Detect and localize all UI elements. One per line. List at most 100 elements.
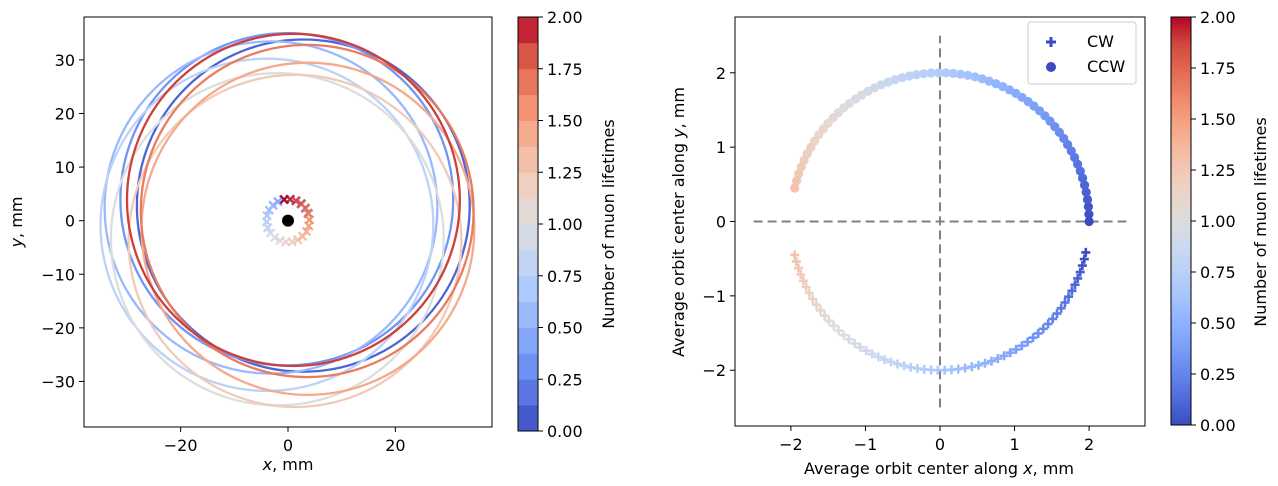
colorbar-gradient-strip (1171, 299, 1191, 304)
cw-marker (798, 276, 808, 286)
colorbar-gradient-strip (1171, 391, 1191, 395)
cw-marker (1048, 314, 1058, 324)
cw-marker (893, 359, 902, 369)
cw-marker (1028, 333, 1038, 343)
cw-marker (886, 357, 896, 367)
colorbar-gradient-strip (1171, 200, 1191, 205)
colorbar-gradient-strip (1171, 255, 1191, 259)
orbit-center-marker (279, 194, 290, 205)
colorbar-gradient-strip (1171, 387, 1191, 392)
colorbar-gradient-strip (1171, 64, 1191, 69)
colorbar-gradient-strip (1171, 309, 1191, 314)
ccw-marker (1080, 180, 1090, 190)
ccw-marker (984, 76, 994, 86)
colorbar-segment (518, 405, 538, 432)
colorbar-gradient-strip (1171, 224, 1191, 229)
colorbar-gradient-strip (1171, 221, 1191, 225)
colorbar-gradient-strip (1171, 357, 1191, 361)
cw-marker (796, 270, 806, 279)
ccw-marker (948, 68, 958, 78)
colorbar-segment (518, 42, 538, 70)
colorbar-gradient-strip (1171, 17, 1191, 21)
colorbar-tick-label: 0.75 (1200, 263, 1236, 282)
colorbar-gradient-strip (1171, 346, 1191, 351)
orbit-circle (119, 32, 455, 367)
orbit-center-colorbar-label: Number of muon lifetimes (1251, 117, 1270, 326)
colorbar-gradient-strip (1171, 292, 1191, 297)
cw-marker (1060, 298, 1070, 307)
colorbar-tick-label: 1.50 (547, 112, 583, 131)
colorbar-gradient-strip (1171, 319, 1191, 324)
colorbar-segment (518, 120, 538, 147)
colorbar-segment (518, 379, 538, 406)
ccw-marker (1078, 173, 1088, 183)
legend-cw-label: CW (1087, 32, 1114, 51)
colorbar-gradient-strip (1171, 333, 1191, 338)
colorbar-gradient-strip (1171, 30, 1191, 35)
cw-marker (1056, 303, 1066, 313)
y-tick-label: −1 (702, 287, 726, 306)
cw-marker (880, 355, 890, 365)
colorbar-gradient-strip (1171, 340, 1191, 344)
colorbar-gradient-strip (1171, 329, 1191, 334)
cw-marker (993, 354, 1003, 364)
colorbar-gradient-strip (1171, 115, 1191, 120)
colorbar-gradient-strip (1171, 173, 1191, 178)
orbit-x-axis-label: x, mm (262, 455, 314, 474)
colorbar-tick-label: 1.25 (547, 163, 583, 182)
colorbar-gradient-strip (1171, 149, 1191, 154)
colorbar-tick-label: 1.25 (1200, 161, 1236, 180)
colorbar-gradient-strip (1171, 34, 1191, 38)
colorbar-gradient-strip (1171, 316, 1191, 321)
colorbar-gradient-strip (1171, 129, 1191, 134)
colorbar-gradient-strip (1171, 112, 1191, 117)
colorbar-gradient-strip (1171, 278, 1191, 283)
colorbar-segment (518, 172, 538, 199)
colorbar-tick-label: 1.50 (1200, 110, 1236, 129)
colorbar-gradient-strip (1171, 244, 1191, 249)
colorbar-gradient-strip (1171, 193, 1191, 198)
orbit-circle (99, 57, 435, 393)
x-tick-label: 20 (385, 436, 405, 455)
colorbar-gradient-strip (1171, 61, 1191, 66)
colorbar-gradient-strip (1171, 51, 1191, 55)
colorbar-gradient-strip (1171, 146, 1191, 151)
orbit-center-y-ticks: −2 −1 0 1 2 (702, 64, 735, 380)
cw-marker (1070, 280, 1080, 290)
cw-marker (1033, 328, 1043, 338)
colorbar-gradient-strip (1171, 227, 1191, 232)
cw-marker (1081, 247, 1091, 257)
legend-ccw-marker (1046, 62, 1056, 72)
cw-marker (1073, 273, 1083, 283)
colorbar-segment (518, 198, 538, 225)
colorbar-gradient-strip (1171, 408, 1191, 412)
colorbar-tick-label: 0.50 (1200, 314, 1236, 333)
y-tick-label: −2 (702, 361, 726, 380)
colorbar-tick-label: 0.50 (547, 319, 583, 338)
orbit-x-ticks: −20 0 20 (164, 427, 406, 455)
orbit-center-x-ticks: −2 −1 0 1 2 (779, 426, 1094, 454)
cw-marker (793, 263, 803, 273)
colorbar-gradient-strip (1171, 380, 1191, 385)
colorbar-gradient-strip (1171, 306, 1191, 310)
colorbar-gradient-strip (1171, 190, 1191, 195)
cw-marker (1023, 337, 1033, 347)
colorbar-gradient-strip (1171, 57, 1191, 62)
colorbar-gradient-strip (1171, 108, 1191, 113)
colorbar-gradient-strip (1171, 207, 1191, 212)
colorbar-gradient-strip (1171, 336, 1191, 341)
orbit-chart: −20 0 20 −30 −20 −10 0 10 20 30 x, mm y, mm (7, 16, 493, 474)
cw-marker (987, 356, 996, 366)
colorbar-gradient-strip (1171, 421, 1191, 426)
colorbar-gradient-strip (1171, 401, 1191, 406)
colorbar-gradient-strip (1171, 47, 1191, 52)
cw-marker (1043, 319, 1053, 329)
ccw-marker (883, 77, 893, 87)
colorbar-gradient-strip (1171, 275, 1191, 280)
orbit-colorbar-label: Number of muon lifetimes (599, 119, 618, 328)
colorbar-gradient-strip (1171, 132, 1191, 137)
orbit-plot-area (99, 32, 476, 409)
cw-marker (820, 311, 830, 321)
colorbar-gradient-strip (1171, 68, 1191, 72)
colorbar-gradient-strip (1171, 312, 1191, 317)
